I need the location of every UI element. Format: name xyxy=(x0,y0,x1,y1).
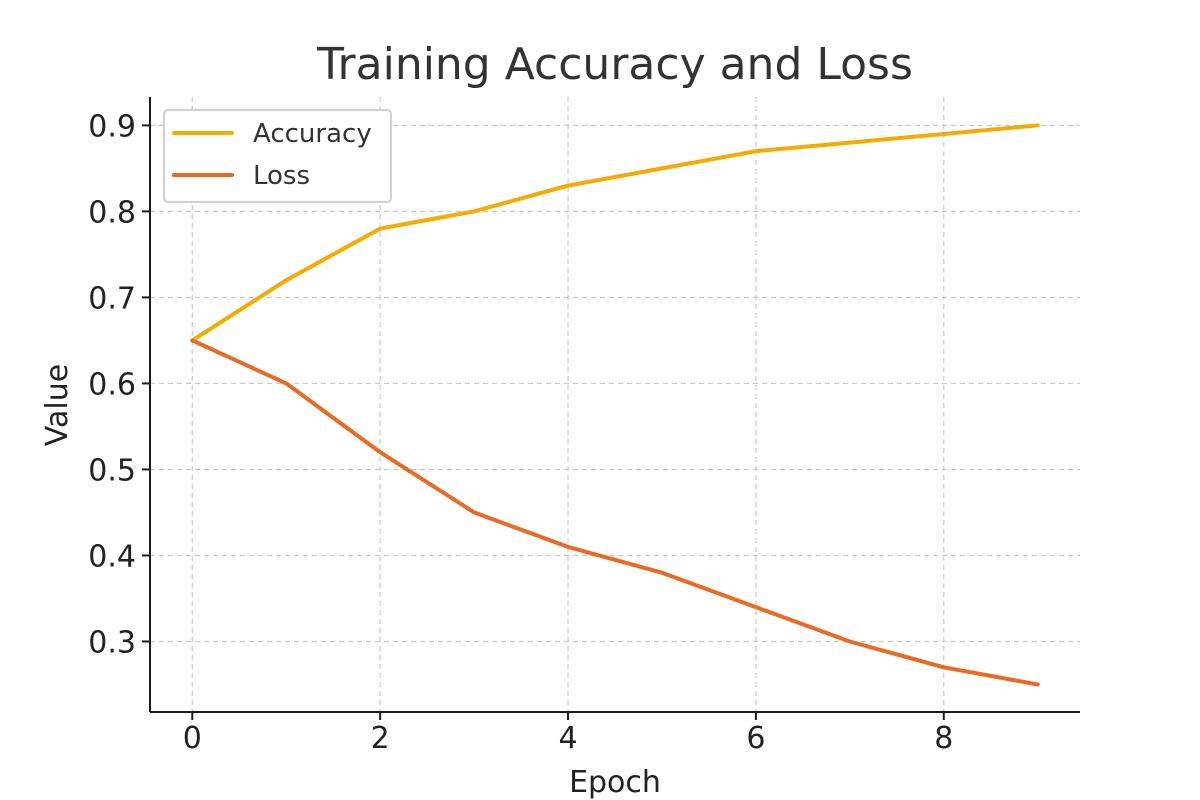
y-tick-label: 0.9 xyxy=(88,109,136,144)
legend: Accuracy Loss xyxy=(163,109,392,203)
y-tick-label: 0.5 xyxy=(88,453,136,488)
x-tick-label: 2 xyxy=(371,721,390,756)
legend-label-accuracy: Accuracy xyxy=(253,119,372,149)
x-tick-label: 4 xyxy=(558,721,577,756)
legend-label-loss: Loss xyxy=(253,161,310,191)
x-axis-label: Epoch xyxy=(569,765,661,800)
y-axis-label: Value xyxy=(40,364,75,446)
y-tick-label: 0.7 xyxy=(88,281,136,316)
axes-layer: 0 2 4 6 8 0.3 0.4 0.5 0.6 0.7 0.8 0.9 xyxy=(88,97,1080,756)
x-tick-label: 8 xyxy=(934,721,953,756)
series-line-loss xyxy=(190,338,1040,687)
x-tick-label: 6 xyxy=(746,721,765,756)
y-tick-label: 0.4 xyxy=(88,539,136,574)
series-line-accuracy xyxy=(190,123,1040,343)
y-tick-label: 0.8 xyxy=(88,195,136,230)
y-tick-label: 0.3 xyxy=(88,625,136,660)
y-tick-label: 0.6 xyxy=(88,367,136,402)
series-layer xyxy=(190,123,1040,687)
x-tick-label: 0 xyxy=(183,721,202,756)
grid-layer xyxy=(150,97,1080,712)
chart-title: Training Accuracy and Loss xyxy=(316,39,913,90)
